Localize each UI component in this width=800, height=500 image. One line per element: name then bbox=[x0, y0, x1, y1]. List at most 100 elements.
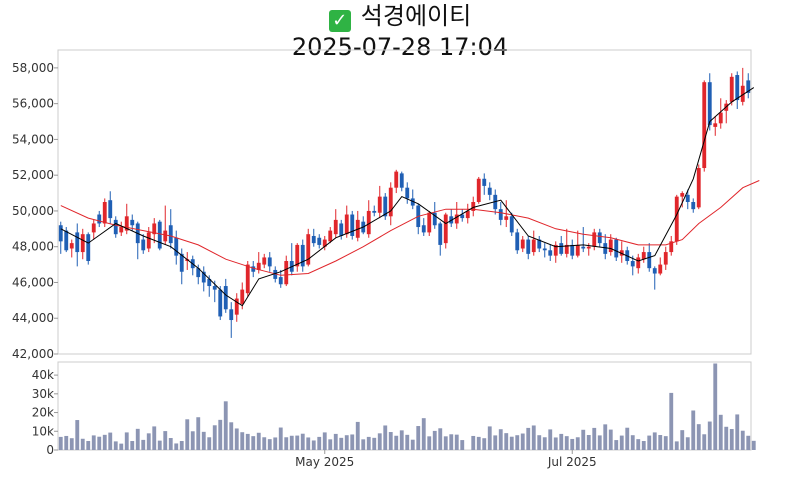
volume-bar bbox=[663, 436, 668, 450]
candle bbox=[311, 228, 316, 247]
volume-bar bbox=[130, 441, 135, 450]
volume-bar bbox=[487, 426, 492, 450]
volume-bar bbox=[157, 440, 162, 450]
candle bbox=[377, 185, 382, 219]
candle bbox=[328, 227, 333, 244]
volume-bar bbox=[416, 426, 421, 450]
volume-bar bbox=[438, 428, 443, 450]
candle bbox=[410, 189, 415, 210]
price-tick-label: 42,000 bbox=[12, 347, 54, 361]
volume-bar bbox=[553, 437, 558, 450]
volume-bar bbox=[388, 432, 393, 450]
candle-body bbox=[152, 223, 157, 235]
price-panel-border bbox=[57, 49, 752, 355]
candle bbox=[361, 216, 366, 235]
candle-body bbox=[278, 277, 283, 285]
volume-bar bbox=[597, 435, 602, 450]
candle-body bbox=[674, 196, 679, 242]
candle bbox=[443, 212, 448, 249]
volume-bar bbox=[520, 433, 525, 450]
candle bbox=[58, 221, 63, 254]
candle-body bbox=[300, 244, 305, 267]
candle bbox=[97, 210, 102, 228]
candle bbox=[113, 216, 118, 238]
volume-bar bbox=[421, 418, 426, 450]
volume-bar bbox=[729, 429, 734, 450]
candle bbox=[724, 100, 729, 124]
candle-body bbox=[218, 289, 223, 317]
candle-body bbox=[713, 123, 718, 127]
candle-body bbox=[163, 230, 168, 242]
candle-body bbox=[229, 309, 234, 321]
candle bbox=[350, 210, 355, 240]
candle bbox=[438, 221, 443, 256]
candle bbox=[355, 210, 360, 242]
candle bbox=[157, 219, 162, 251]
candle-body bbox=[696, 168, 701, 208]
volume-bar bbox=[328, 439, 333, 450]
candle-body bbox=[328, 230, 333, 242]
volume-bar bbox=[383, 425, 388, 450]
price-tick-label: 48,000 bbox=[12, 240, 54, 254]
candle-body bbox=[124, 216, 129, 231]
candle-body bbox=[141, 239, 146, 251]
volume-bar bbox=[135, 428, 140, 450]
candle bbox=[416, 203, 421, 235]
volume-bar bbox=[542, 437, 547, 450]
candle bbox=[548, 244, 553, 262]
candle bbox=[300, 239, 305, 272]
volume-bar bbox=[410, 439, 415, 450]
candle-body bbox=[729, 76, 734, 102]
candle-body bbox=[603, 243, 608, 254]
candle-body bbox=[86, 234, 91, 262]
candle bbox=[388, 182, 393, 226]
volume-bar bbox=[108, 432, 113, 450]
volume-tick-label: 10k bbox=[32, 424, 54, 438]
candle bbox=[729, 73, 734, 106]
candle-body bbox=[691, 202, 696, 210]
candle-body bbox=[614, 239, 619, 258]
candle bbox=[141, 234, 146, 254]
candle bbox=[718, 98, 723, 129]
volume-bar bbox=[80, 438, 85, 450]
candle-body bbox=[179, 253, 184, 272]
volume-bar bbox=[278, 427, 283, 450]
volume-bar bbox=[614, 440, 619, 450]
candle bbox=[91, 219, 96, 240]
volume-bar bbox=[124, 432, 129, 450]
candle-body bbox=[482, 178, 487, 186]
volume-bar bbox=[119, 443, 124, 450]
volume-bar bbox=[625, 427, 630, 450]
volume-bar bbox=[647, 435, 652, 450]
candle-body bbox=[196, 268, 201, 278]
candle-body bbox=[207, 278, 212, 287]
volume-bar bbox=[245, 433, 250, 450]
volume-bar bbox=[603, 424, 608, 450]
candle bbox=[663, 246, 668, 270]
candle-body bbox=[262, 257, 267, 265]
candle bbox=[174, 230, 179, 265]
candle bbox=[658, 257, 663, 276]
candle bbox=[713, 116, 718, 136]
candle bbox=[339, 219, 344, 240]
candle bbox=[476, 176, 481, 204]
candle-body bbox=[460, 214, 465, 219]
chart-timestamp: 2025-07-28 17:04 bbox=[291, 33, 509, 61]
volume-bar bbox=[531, 425, 536, 450]
volume-bar bbox=[559, 433, 564, 450]
candle-body bbox=[476, 178, 481, 202]
candle-body bbox=[531, 239, 536, 253]
candle bbox=[306, 228, 311, 267]
volume-bar bbox=[674, 441, 679, 450]
candle-body bbox=[245, 264, 250, 294]
candle bbox=[383, 193, 388, 220]
chart-title-line: ✓ 석경에이티 bbox=[0, 0, 800, 32]
candle-body bbox=[306, 234, 311, 265]
candle-body bbox=[570, 244, 575, 256]
candle bbox=[603, 234, 608, 260]
volume-bar bbox=[471, 435, 476, 450]
candle bbox=[262, 253, 267, 269]
candle-body bbox=[146, 232, 151, 249]
volume-bar bbox=[229, 422, 234, 450]
volume-tick-label: 20k bbox=[32, 406, 54, 420]
